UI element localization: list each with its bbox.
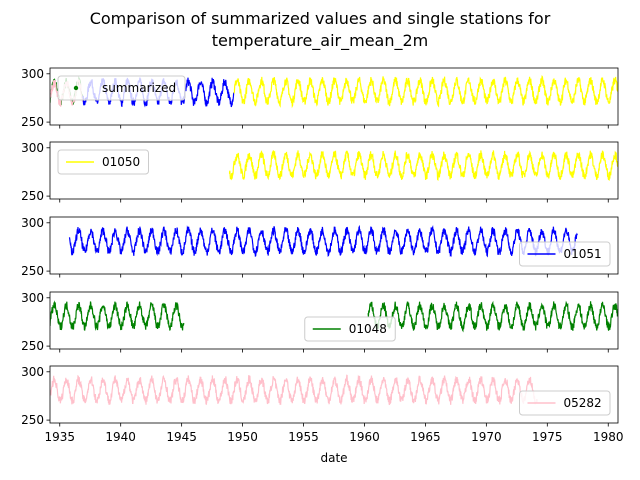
series-line-p1-s4 <box>233 74 618 109</box>
legend: 01048 <box>304 316 396 342</box>
y-tick-label: 300 <box>21 216 44 230</box>
x-tick-label: 1960 <box>349 430 380 444</box>
series-line-p4-s2 <box>367 300 618 333</box>
legend: 05282 <box>519 390 611 416</box>
x-axis: 1935 1940 1945 1950 1955 1960 1965 1970 1975 1980 <box>44 430 623 444</box>
subplot-frame <box>49 291 619 350</box>
x-axis-label: date <box>320 451 347 465</box>
legend-label: 01048 <box>349 322 387 336</box>
series-line-p3-s1 <box>68 224 578 258</box>
legend-label: 01051 <box>564 247 602 261</box>
x-tick-label: 1970 <box>471 430 502 444</box>
series-line-p5-s1 <box>50 374 538 406</box>
series-line-p2-s1 <box>228 150 618 182</box>
x-tick-label: 1945 <box>166 430 197 444</box>
series-line-p4-s1 <box>50 300 185 332</box>
legend-box <box>519 390 611 416</box>
legend-box <box>57 75 186 101</box>
legend: 01050 <box>57 149 149 175</box>
x-tick-label: 1940 <box>105 430 136 444</box>
x-tick-label: 1965 <box>410 430 441 444</box>
y-tick-label: 300 <box>21 67 44 81</box>
y-tick-label: 250 <box>21 189 44 203</box>
subplot-frame <box>49 216 619 275</box>
legend-label: 05282 <box>564 396 602 410</box>
legend-label: 01050 <box>102 155 140 169</box>
x-tick-label: 1980 <box>593 430 624 444</box>
y-tick-label: 250 <box>21 115 44 129</box>
subplot-panels: 250300summarized250300010502503000105125… <box>21 67 619 427</box>
y-tick-label: 300 <box>21 291 44 305</box>
y-tick-label: 250 <box>21 339 44 353</box>
y-tick-label: 300 <box>21 141 44 155</box>
subplot-3: 250 300 01051 <box>21 216 619 278</box>
legend-box <box>304 316 396 342</box>
y-tick-label: 300 <box>21 365 44 379</box>
chart-title-line-1: Comparison of summarized values and sing… <box>90 9 551 28</box>
x-tick-label: 1975 <box>532 430 563 444</box>
legend-box <box>519 241 611 267</box>
subplot-frame <box>49 141 619 200</box>
subplot-frame <box>49 365 619 424</box>
subplot-frame <box>49 67 619 126</box>
legend-box <box>57 149 149 175</box>
subplot-5: 250 300 05282 <box>21 365 619 427</box>
x-tick-label: 1955 <box>288 430 319 444</box>
y-tick-label: 250 <box>21 413 44 427</box>
legend: 01051 <box>519 241 611 267</box>
subplot-4: 250 300 01048 <box>21 291 619 353</box>
legend-marker <box>73 85 79 91</box>
subplot-1: 250 300 summarized <box>21 67 619 129</box>
x-tick-label: 1950 <box>227 430 258 444</box>
chart-title-line-2: temperature_air_mean_2m <box>212 31 429 51</box>
y-tick-label: 250 <box>21 264 44 278</box>
subplot-2: 250 300 01050 <box>21 141 619 203</box>
legend: summarized <box>57 75 186 101</box>
legend-label: summarized <box>102 81 176 95</box>
x-tick-label: 1935 <box>44 430 75 444</box>
